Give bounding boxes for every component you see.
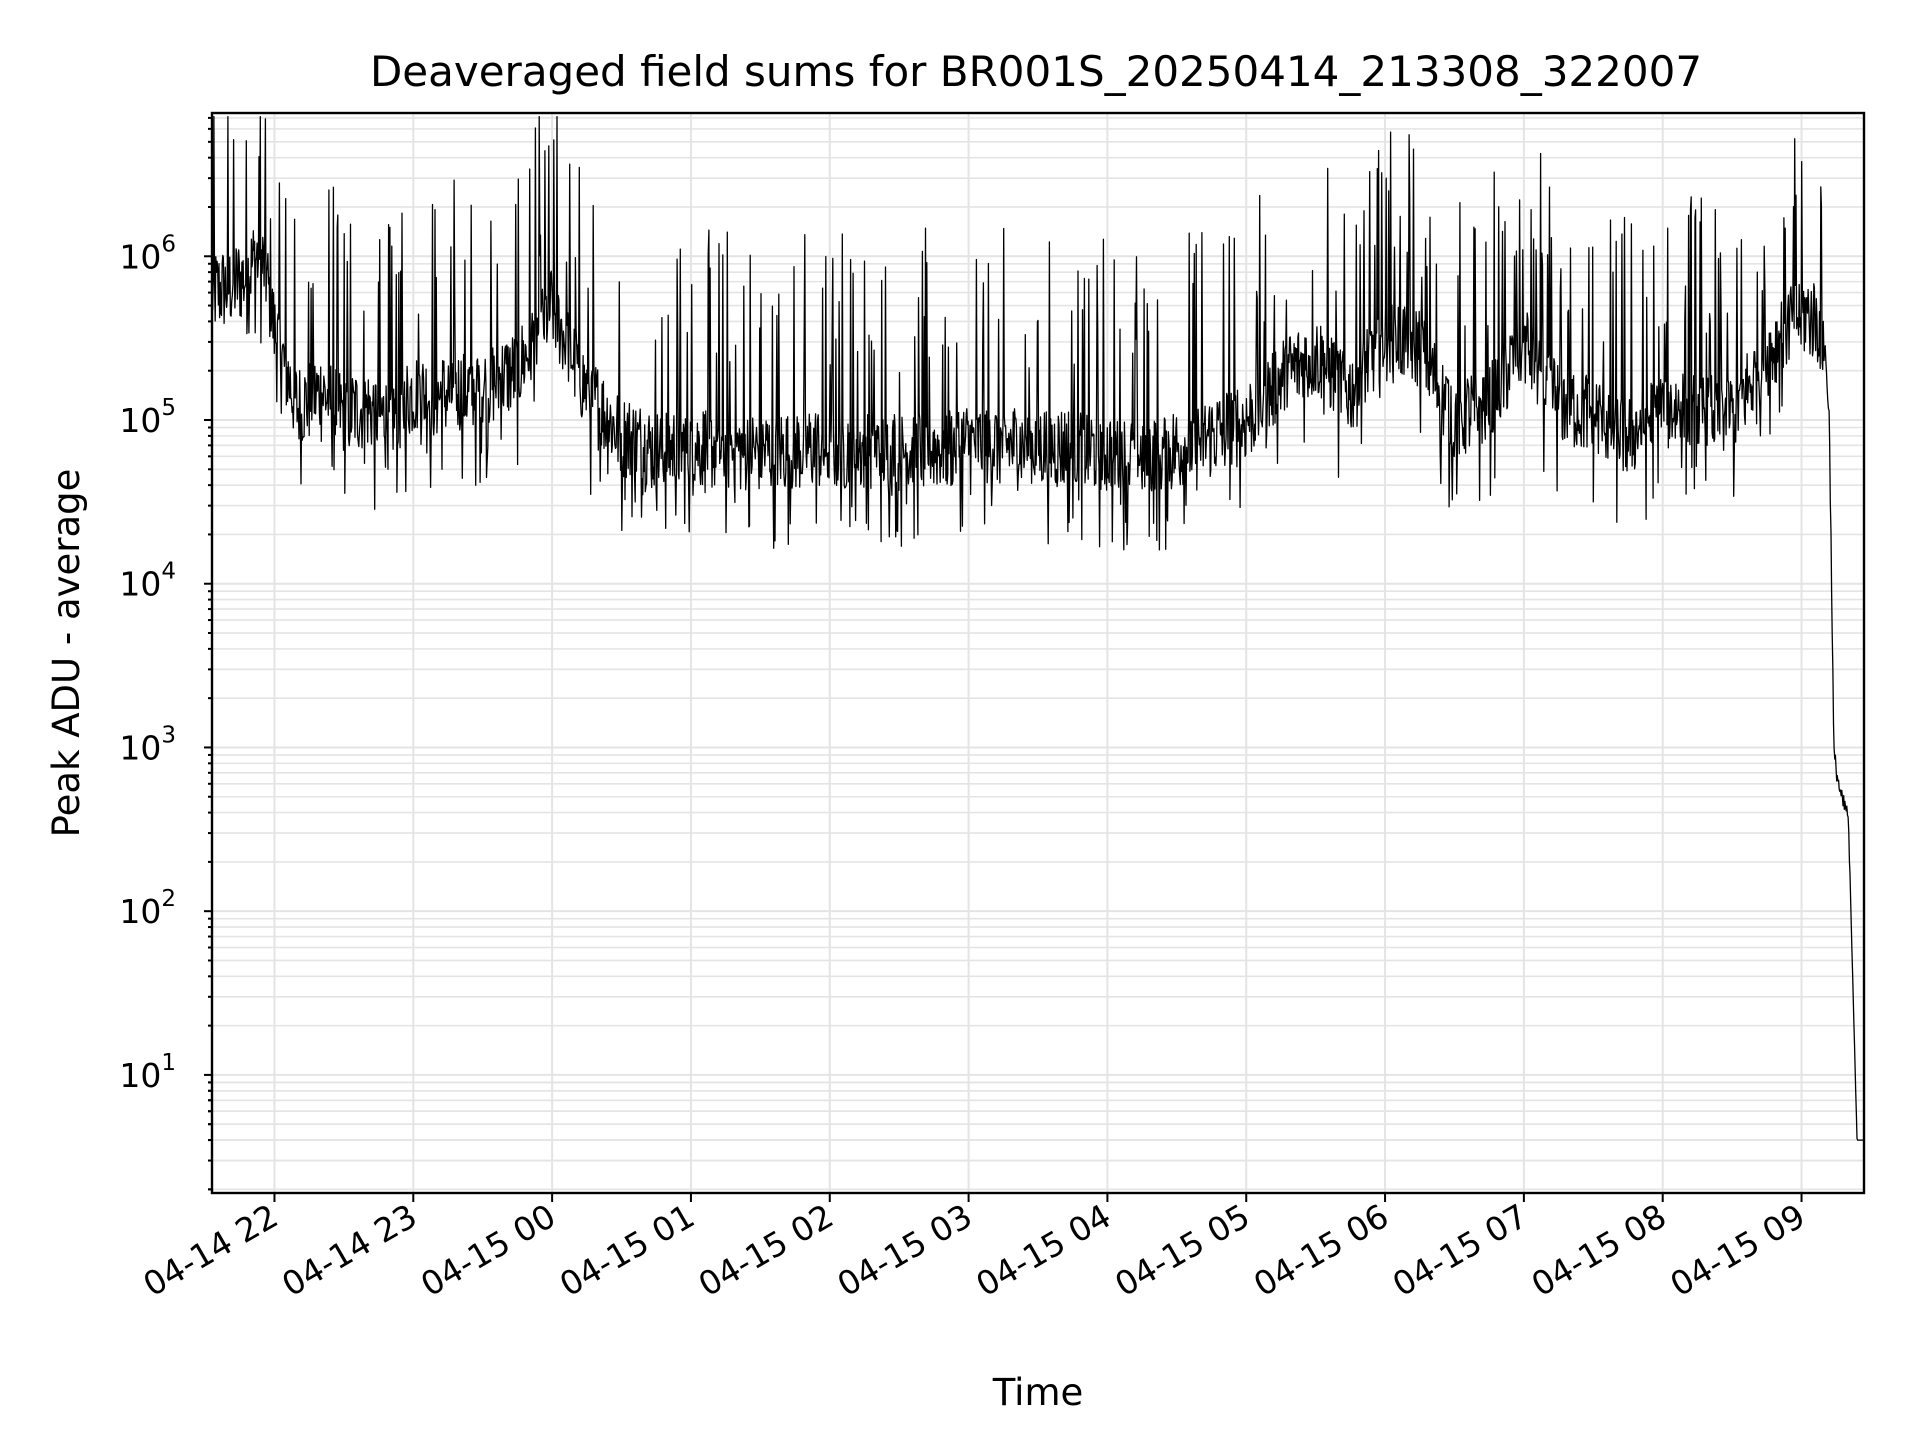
y-tick-label-exponent: 4 <box>161 559 176 585</box>
y-tick-label-base: 10 <box>119 565 161 604</box>
x-tick-label: 04-15 09 <box>1664 1196 1812 1304</box>
y-axis-label: Peak ADU - average <box>45 469 88 838</box>
y-tick-label: 102 <box>119 886 176 931</box>
y-tick-label-base: 10 <box>119 1056 161 1095</box>
x-tick-label: 04-15 03 <box>831 1196 979 1304</box>
x-tick-label: 04-15 07 <box>1386 1196 1534 1304</box>
x-tick-label: 04-14 22 <box>136 1196 284 1304</box>
y-tick-label: 105 <box>119 395 176 440</box>
x-tick-label: 04-14 23 <box>275 1196 423 1304</box>
y-tick-label-base: 10 <box>119 401 161 440</box>
y-tick-label-exponent: 5 <box>161 395 176 421</box>
y-tick-label: 101 <box>119 1050 176 1095</box>
x-tick-label: 04-15 01 <box>553 1196 701 1304</box>
y-tick-label-base: 10 <box>119 237 161 276</box>
y-tick-label-exponent: 2 <box>161 886 176 912</box>
y-tick-label: 106 <box>119 231 176 276</box>
y-tick-label-exponent: 6 <box>161 231 176 257</box>
x-tick-label: 04-15 05 <box>1108 1196 1256 1304</box>
plot-frame <box>210 111 1866 1195</box>
y-tick-label: 104 <box>119 559 176 604</box>
series-line <box>211 115 1865 1141</box>
y-tick-label: 103 <box>119 722 176 767</box>
x-tick-label: 04-15 06 <box>1247 1196 1395 1304</box>
x-axis-label: Time <box>992 1371 1084 1414</box>
x-tick-label: 04-15 00 <box>414 1196 562 1304</box>
y-tick-label-exponent: 1 <box>161 1050 176 1076</box>
y-tick-label-base: 10 <box>119 892 161 931</box>
y-tick-label-exponent: 3 <box>161 722 176 748</box>
grid <box>212 113 1864 1193</box>
chart-title: Deaveraged field sums for BR001S_2025041… <box>370 47 1702 96</box>
y-tick-label-base: 10 <box>119 728 161 767</box>
x-tick-label: 04-15 08 <box>1525 1196 1673 1304</box>
x-tick-label: 04-15 02 <box>692 1196 840 1304</box>
x-tick-label: 04-15 04 <box>969 1196 1117 1304</box>
